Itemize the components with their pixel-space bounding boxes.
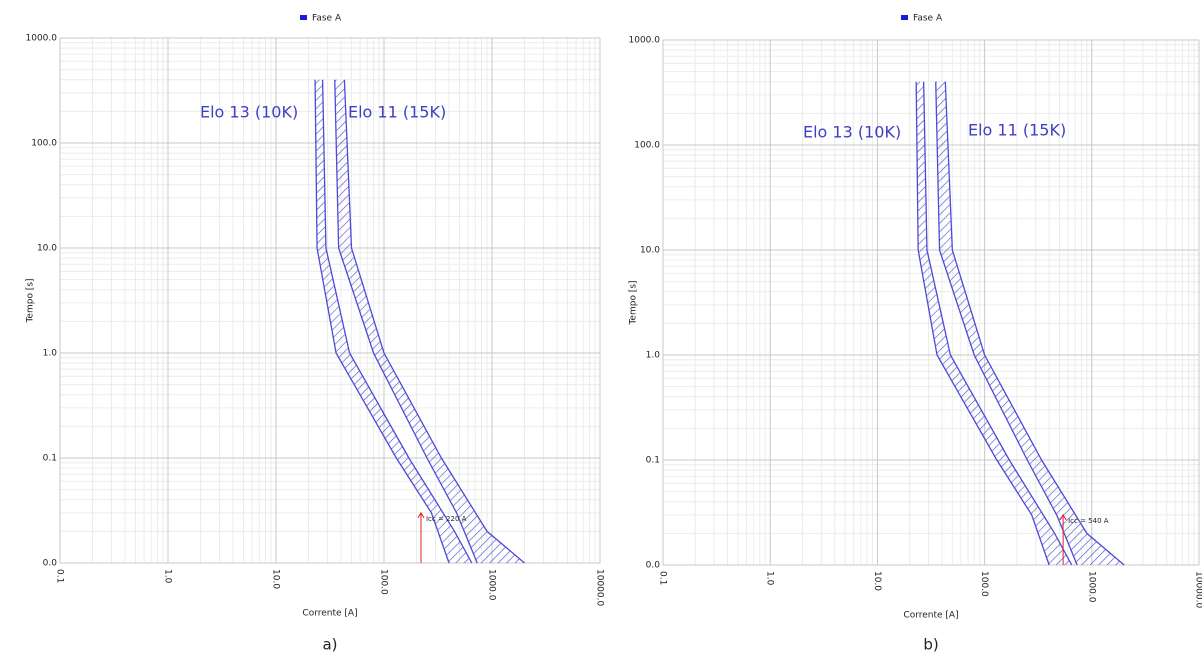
x-tick-label: 10000.0 [1194, 571, 1202, 608]
y-axis-label: Tempo [s] [26, 278, 36, 323]
legend-swatch [300, 15, 307, 20]
y-axis-label: Tempo [s] [629, 280, 639, 325]
x-tick-label: 1000.0 [487, 569, 497, 601]
x-tick-label: 10.0 [872, 571, 882, 591]
x-tick-label: 1.0 [765, 571, 775, 586]
marker-arrow [417, 511, 425, 519]
curve [321, 79, 473, 564]
curve [922, 81, 1073, 566]
legend-label: Fase A [312, 14, 342, 24]
curve [944, 81, 1125, 566]
band-hatch [935, 81, 1125, 566]
y-tick-label: 1.0 [43, 349, 58, 359]
curve-name: Elo 13 (10K) [803, 123, 901, 142]
legend-label: Fase A [913, 14, 943, 24]
curve [343, 79, 525, 564]
y-tick-label: 1.0 [646, 351, 661, 361]
y-tick-label: 100.0 [31, 139, 57, 149]
x-tick-label: 1000.0 [1086, 571, 1096, 603]
marker-label: Icc = 220 A [426, 515, 467, 523]
curve-name: Elo 11 (15K) [968, 121, 1066, 140]
curve [314, 79, 450, 564]
y-tick-label: 100.0 [634, 141, 660, 151]
x-tick-label: 0.1 [658, 571, 668, 585]
y-tick-label: 1000.0 [629, 36, 661, 46]
panel: 0.1 1.0 10.0 100.0 1000.0 10000.00.00.11.010.… [629, 14, 1202, 654]
y-tick-label: 10.0 [37, 244, 57, 254]
y-tick-label: 0.1 [646, 456, 660, 466]
y-tick-label: 10.0 [640, 246, 660, 256]
panel: 0.1 1.0 10.0 100.0 1000.0 10000.00.00.11.010.… [26, 14, 605, 654]
caption: a) [322, 636, 337, 654]
x-axis-label: Corrente [A] [903, 611, 958, 621]
y-tick-label: 0.0 [43, 559, 58, 569]
band-hatch [334, 79, 525, 564]
x-tick-label: 1.0 [163, 569, 173, 584]
x-tick-label: 10.0 [271, 569, 281, 589]
marker-label: Icc = 540 A [1068, 517, 1109, 525]
y-tick-label: 0.0 [646, 561, 661, 571]
curve-name: Elo 13 (10K) [200, 103, 298, 122]
x-tick-label: 100.0 [379, 569, 389, 595]
y-tick-label: 0.1 [43, 454, 57, 464]
x-tick-label: 10000.0 [595, 569, 605, 606]
x-tick-label: 100.0 [979, 571, 989, 597]
curve-name: Elo 11 (15K) [348, 103, 446, 122]
curve [334, 79, 478, 564]
x-tick-label: 0.1 [55, 569, 65, 583]
x-axis-label: Corrente [A] [302, 609, 357, 619]
marker-arrow [1059, 513, 1067, 521]
curve [935, 81, 1078, 566]
legend-swatch [901, 15, 908, 20]
y-tick-label: 1000.0 [26, 34, 58, 44]
curve [915, 81, 1050, 566]
caption: b) [923, 636, 938, 654]
